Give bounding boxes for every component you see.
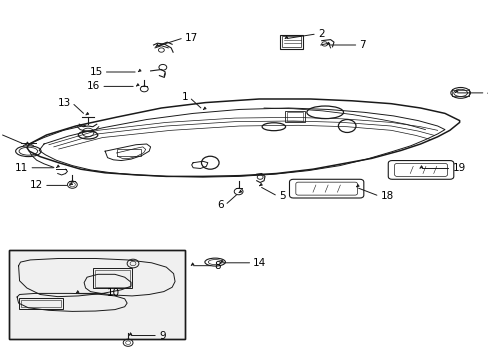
Bar (93, 268, 132, 288)
Bar (117, 149, 141, 156)
Text: 6: 6 (217, 200, 224, 210)
Text: 16: 16 (87, 81, 100, 91)
Bar (19, 298, 62, 309)
Text: 13: 13 (58, 98, 71, 108)
Text: 15: 15 (89, 67, 102, 77)
Text: 9: 9 (159, 330, 165, 341)
Text: 10: 10 (106, 288, 120, 298)
Text: 2: 2 (317, 29, 324, 39)
Text: 17: 17 (184, 33, 198, 43)
Text: 19: 19 (451, 163, 465, 174)
Bar (281, 36, 301, 47)
Text: 18: 18 (380, 191, 393, 201)
Text: 1: 1 (181, 92, 188, 102)
Bar (9, 250, 184, 339)
Bar (95, 270, 130, 287)
Bar (9, 250, 184, 339)
Text: 12: 12 (30, 180, 43, 190)
Text: 4: 4 (486, 88, 488, 98)
Bar (279, 35, 303, 49)
Bar (286, 112, 303, 121)
Text: 14: 14 (253, 258, 266, 268)
Text: 5: 5 (278, 191, 285, 201)
Bar (20, 300, 61, 307)
Text: 7: 7 (359, 40, 366, 50)
Bar (284, 111, 305, 122)
Text: 8: 8 (214, 261, 221, 271)
Text: 11: 11 (15, 163, 28, 173)
